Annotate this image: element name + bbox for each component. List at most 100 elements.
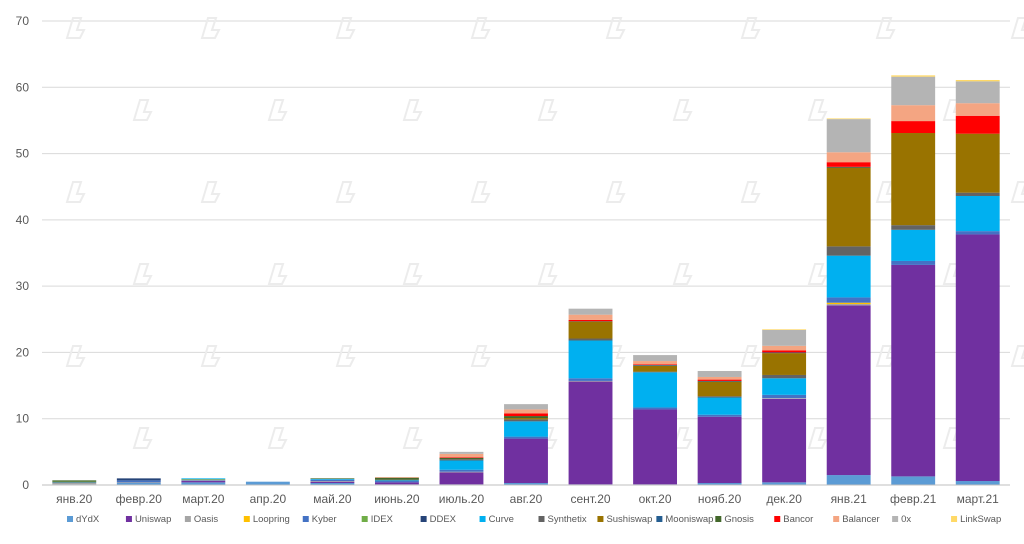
bar-segment-0x bbox=[762, 329, 807, 346]
bar-segment-curve bbox=[697, 397, 742, 415]
watermark-logo-icon bbox=[132, 427, 153, 449]
watermark-logo-icon bbox=[807, 99, 828, 121]
bar-segment-curve bbox=[439, 460, 484, 470]
bar-segment-balancer bbox=[762, 345, 807, 351]
legend-label: 0x bbox=[901, 514, 911, 525]
bar-segment-uniswap bbox=[439, 472, 484, 485]
bar-segment-bancor bbox=[826, 162, 871, 167]
bar-segment-uniswap bbox=[762, 398, 807, 483]
legend-swatch bbox=[125, 516, 132, 522]
bar-segment-curve bbox=[568, 340, 613, 379]
bar-segment-oasis bbox=[439, 471, 484, 473]
legend-swatch bbox=[243, 516, 250, 522]
bar-segment-curve bbox=[181, 478, 226, 480]
watermark-logo-icon bbox=[132, 263, 153, 285]
bar-segment-dydx bbox=[826, 475, 871, 485]
legend-label: Synthetix bbox=[548, 514, 587, 525]
legend-label: Mooniswap bbox=[665, 514, 713, 525]
legend-swatch bbox=[67, 516, 73, 522]
bar-segment-synthetix bbox=[826, 246, 871, 256]
bar-segment-0x bbox=[826, 119, 871, 153]
watermark-logo-icon bbox=[267, 427, 288, 449]
bar-segment-balancer bbox=[439, 453, 484, 458]
legend-label: Oasis bbox=[194, 514, 219, 525]
gridlines bbox=[42, 20, 1010, 420]
bar-segment-idex bbox=[181, 479, 226, 480]
x-tick-label: янв.21 bbox=[831, 492, 868, 506]
legend-label: dYdX bbox=[76, 514, 100, 525]
bar-segment-uniswap bbox=[310, 481, 355, 484]
bar-segment-linkswap bbox=[826, 118, 871, 120]
x-tick-label: март.20 bbox=[182, 492, 225, 506]
bar-segment-bancor bbox=[891, 121, 936, 134]
watermark-logo-icon bbox=[672, 263, 693, 285]
legend-label: Curve bbox=[489, 514, 514, 525]
bar-segment-dydx bbox=[697, 483, 742, 485]
x-tick-label: сент.20 bbox=[570, 492, 610, 506]
bar-segment-synthetix bbox=[504, 419, 548, 422]
watermark-logo-icon bbox=[807, 263, 828, 285]
bar-segment-oasis bbox=[116, 482, 161, 484]
watermark-logo-icon bbox=[335, 17, 356, 39]
bar-segment-synthetix bbox=[762, 374, 807, 379]
x-tick-label: февр.20 bbox=[116, 492, 163, 506]
bar-segment-sushiswap bbox=[504, 418, 548, 420]
bar-segment-bancor bbox=[762, 350, 807, 353]
bar-segment-balancer bbox=[826, 152, 871, 163]
bar-segment-sushiswap bbox=[762, 353, 807, 375]
legend-label: DDEX bbox=[430, 514, 457, 525]
x-tick-label: июнь.20 bbox=[374, 492, 420, 506]
bar-segment-dydx bbox=[181, 482, 226, 485]
legend-swatch bbox=[951, 516, 958, 522]
x-tick-label: май.20 bbox=[313, 492, 352, 506]
legend-swatch bbox=[656, 516, 663, 522]
bar-segment-synthetix bbox=[439, 459, 484, 461]
bar-segment-sushiswap bbox=[826, 167, 871, 247]
watermark bbox=[65, 17, 1024, 449]
bar-segment-sushiswap bbox=[955, 133, 1000, 193]
bar-segment-uniswap bbox=[568, 381, 613, 485]
axes: 0 10 20 30 40 50 60 70 янв.20 февр.20 март.20 апр.2… bbox=[16, 14, 1010, 506]
watermark-logo-icon bbox=[740, 345, 761, 367]
watermark-logo-icon bbox=[65, 181, 86, 203]
bar-segment-kyber bbox=[504, 436, 548, 439]
bar-segment-bancor bbox=[633, 364, 678, 366]
bar-segment-0x bbox=[633, 355, 678, 362]
bar-segment-kyber bbox=[310, 479, 355, 482]
bar-segment-oasis bbox=[181, 480, 226, 482]
watermark-logo-icon bbox=[65, 17, 86, 39]
watermark-logo-icon bbox=[537, 263, 558, 285]
watermark-logo-icon bbox=[402, 99, 423, 121]
bar-segment-oasis bbox=[568, 380, 613, 382]
watermark-logo-icon bbox=[267, 263, 288, 285]
bar-segment-synthetix bbox=[633, 371, 678, 373]
legend-label: Loopring bbox=[253, 514, 290, 525]
legend-swatch bbox=[715, 516, 722, 522]
watermark-logo-icon bbox=[1010, 181, 1024, 203]
bar-segment-uniswap bbox=[633, 409, 678, 485]
bar-segment-balancer bbox=[504, 409, 548, 414]
bar-segment-dydx bbox=[245, 481, 290, 485]
bar-segment-mooniswap bbox=[762, 352, 807, 354]
watermark-logo-icon bbox=[1010, 17, 1024, 39]
legend-label: Balancer bbox=[842, 514, 880, 525]
legend-swatch bbox=[420, 516, 427, 522]
bar-segment-kyber bbox=[762, 394, 807, 399]
bar-segment-kyber bbox=[826, 297, 871, 303]
legend: dYdX Uniswap Oasis Loopring Kyber IDEX DDEX Cur… bbox=[67, 514, 1001, 525]
bar-segment-dydx bbox=[762, 482, 807, 485]
bar-segment-mooniswap bbox=[697, 380, 742, 382]
bar-segment-0x bbox=[439, 451, 484, 454]
bar-segment-0x bbox=[955, 81, 1000, 104]
watermark-logo-icon bbox=[875, 181, 896, 203]
watermark-logo-icon bbox=[200, 181, 221, 203]
bar-segment-0x bbox=[504, 404, 548, 410]
bar-segment-mooniswap bbox=[633, 365, 678, 366]
bar-segment-sushiswap bbox=[891, 133, 936, 226]
watermark-logo-icon bbox=[200, 345, 221, 367]
watermark-logo-icon bbox=[605, 345, 626, 367]
y-tick-label: 10 bbox=[16, 412, 30, 426]
bar-segment-gnosis bbox=[310, 478, 355, 480]
bar-segment-sushiswap bbox=[568, 321, 613, 339]
